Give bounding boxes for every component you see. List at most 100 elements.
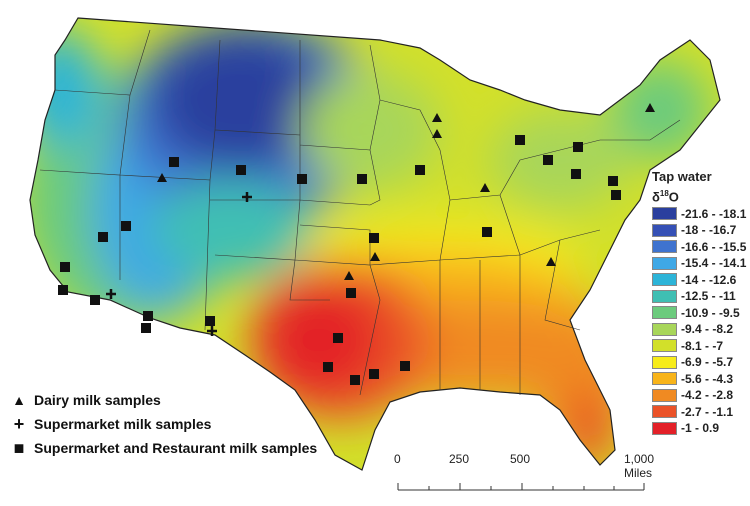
dairy-sample-marker	[645, 103, 655, 112]
restaurant-sample-marker	[608, 176, 618, 186]
legend-swatch	[652, 339, 677, 353]
sample-key: ▲ Dairy milk samples + Supermarket milk sa…	[8, 388, 317, 460]
legend-class-label: -6.9 - -5.7	[681, 355, 734, 370]
restaurant-sample-marker	[350, 375, 360, 385]
dairy-sample-marker	[157, 173, 167, 182]
legend-swatch	[652, 355, 677, 369]
legend-title: Tap water	[652, 169, 712, 184]
restaurant-sample-marker	[415, 165, 425, 175]
scale-label-0: 0	[394, 452, 401, 466]
square-icon: ■	[13, 437, 25, 458]
legend-class: -18 - -16.7	[652, 222, 746, 239]
supermarket-sample-marker	[207, 326, 217, 336]
legend-class: -9.4 - -8.2	[652, 321, 746, 338]
restaurant-sample-marker	[90, 295, 100, 305]
restaurant-sample-marker	[400, 361, 410, 371]
scale-bar: 0 250 500 1,000 Miles	[394, 452, 674, 502]
legend-swatch	[652, 256, 677, 270]
restaurant-sample-marker	[369, 369, 379, 379]
legend-subtitle-o: O	[668, 189, 679, 205]
key-supermarket: + Supermarket milk samples	[8, 412, 317, 436]
state-boundaries	[39, 29, 681, 396]
legend-swatch	[652, 372, 677, 386]
legend-class-label: -4.2 - -2.8	[681, 388, 734, 403]
plus-icon: +	[13, 413, 25, 434]
legend-class-label: -21.6 - -18.1	[681, 206, 747, 221]
legend-class: -15.4 - -14.1	[652, 255, 746, 272]
legend-class-label: -1 - 0.9	[681, 421, 720, 436]
legend-swatch	[652, 240, 677, 254]
restaurant-sample-marker	[58, 285, 68, 295]
legend-swatch	[652, 388, 677, 402]
legend-class: -5.6 - -4.3	[652, 370, 746, 387]
legend-swatch	[652, 207, 677, 221]
legend-class-label: -15.4 - -14.1	[681, 256, 747, 271]
restaurant-sample-marker	[143, 311, 153, 321]
legend-class: -4.2 - -2.8	[652, 387, 746, 404]
legend-class: -1 - 0.9	[652, 420, 746, 437]
key-dairy: ▲ Dairy milk samples	[8, 388, 317, 412]
legend-class: -6.9 - -5.7	[652, 354, 746, 371]
legend-class-label: -12.5 - -11	[681, 289, 736, 304]
dairy-sample-marker	[432, 113, 442, 122]
scale-label-250: 250	[449, 452, 470, 466]
restaurant-sample-marker	[323, 362, 333, 372]
legend-class-label: -8.1 - -7	[681, 338, 724, 353]
restaurant-sample-marker	[357, 174, 367, 184]
restaurant-sample-marker	[121, 221, 131, 231]
legend-class: -12.5 - -11	[652, 288, 746, 305]
legend-class: -16.6 - -15.5	[652, 238, 746, 255]
dairy-sample-marker	[480, 183, 490, 192]
legend-class: -14 - -12.6	[652, 271, 746, 288]
restaurant-sample-marker	[369, 233, 379, 243]
dairy-sample-marker	[432, 129, 442, 138]
legend-swatch	[652, 405, 677, 419]
restaurant-sample-marker	[169, 157, 179, 167]
dairy-sample-marker	[546, 257, 556, 266]
restaurant-sample-marker	[297, 174, 307, 184]
legend-swatch	[652, 421, 677, 435]
key-label: Supermarket and Restaurant milk samples	[34, 440, 318, 456]
sample-markers	[58, 103, 655, 385]
restaurant-sample-marker	[543, 155, 553, 165]
restaurant-sample-marker	[611, 190, 621, 200]
restaurant-sample-marker	[60, 262, 70, 272]
legend-swatch	[652, 289, 677, 303]
legend-class-label: -5.6 - -4.3	[681, 371, 734, 386]
scale-label-500: 500	[510, 452, 531, 466]
map-legend: Tap water δ18O -21.6 - -18.1 -18 - -16.7-…	[652, 168, 746, 436]
key-label: Supermarket milk samples	[34, 416, 212, 432]
legend-class: -10.9 - -9.5	[652, 304, 746, 321]
legend-subtitle-sup: 18	[659, 189, 669, 198]
legend-class-label: -16.6 - -15.5	[681, 239, 747, 254]
legend-class-label: -2.7 - -1.1	[681, 404, 734, 419]
legend-swatch	[652, 306, 677, 320]
triangle-icon: ▲	[12, 392, 26, 408]
restaurant-sample-marker	[346, 288, 356, 298]
legend-class-label: -18 - -16.7	[681, 223, 737, 238]
dairy-sample-marker	[344, 271, 354, 280]
restaurant-sample-marker	[333, 333, 343, 343]
legend-class: -21.6 - -18.1	[652, 205, 746, 222]
scale-ruler	[397, 483, 645, 491]
legend-swatch	[652, 273, 677, 287]
legend-class-label: -10.9 - -9.5	[681, 305, 740, 320]
restaurant-sample-marker	[515, 135, 525, 145]
key-supermarket-restaurant: ■ Supermarket and Restaurant milk samples	[8, 436, 318, 460]
legend-class-label: -9.4 - -8.2	[681, 322, 734, 337]
legend-class-label: -14 - -12.6	[681, 272, 737, 287]
restaurant-sample-marker	[571, 169, 581, 179]
legend-class: -8.1 - -7	[652, 337, 746, 354]
dairy-sample-marker	[370, 252, 380, 261]
restaurant-sample-marker	[98, 232, 108, 242]
legend-class: -2.7 - -1.1	[652, 403, 746, 420]
scale-label-1000: 1,000 Miles	[624, 452, 655, 480]
restaurant-sample-marker	[236, 165, 246, 175]
key-label: Dairy milk samples	[34, 392, 161, 408]
legend-subtitle-delta: δ	[652, 189, 660, 205]
legend-swatch	[652, 223, 677, 237]
legend-subtitle: δ18O	[652, 185, 746, 205]
restaurant-sample-marker	[573, 142, 583, 152]
